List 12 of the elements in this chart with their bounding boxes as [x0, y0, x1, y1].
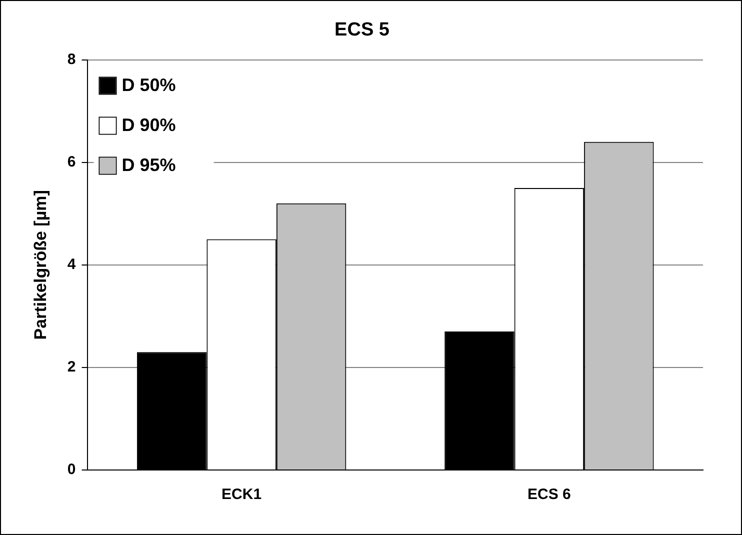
y-axis-title: Partikelgröße [µm] [30, 190, 50, 340]
chart-title: ECS 5 [334, 20, 390, 41]
y-tick-label: 6 [67, 153, 76, 170]
legend-label: D 95% [122, 154, 176, 175]
y-tick-label: 0 [67, 461, 76, 478]
legend-label: D 50% [122, 74, 176, 95]
x-tick-label: ECK1 [222, 486, 262, 504]
legend-label: D 90% [122, 114, 176, 135]
y-tick-label: 4 [67, 256, 76, 274]
y-tick-label: 8 [67, 50, 76, 68]
y-tick-label: 2 [67, 358, 76, 376]
x-tick-label: ECS 6 [528, 486, 571, 504]
